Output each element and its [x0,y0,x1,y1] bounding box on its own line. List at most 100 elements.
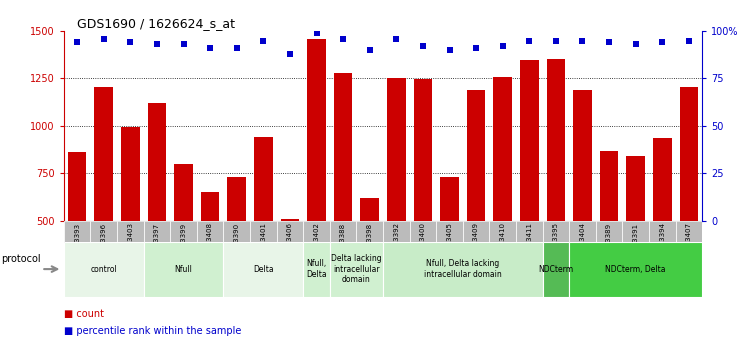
Point [231,46,243,51]
Text: GSM53400: GSM53400 [420,223,426,260]
Bar [547,59,566,221]
Text: GSM53411: GSM53411 [526,223,532,260]
Bar [90,221,117,242]
Point [310,30,322,36]
Point [391,36,403,41]
Point [177,41,189,47]
Point [337,36,349,41]
Bar [254,137,273,221]
Bar [543,241,569,297]
Text: GSM53410: GSM53410 [499,223,505,260]
Point [125,40,137,45]
Point [284,51,296,57]
Point [71,40,83,45]
Text: Nfull: Nfull [174,265,192,274]
Bar [543,221,569,242]
Bar [493,77,512,221]
Text: GSM53391: GSM53391 [632,223,638,260]
Bar [387,79,406,221]
Bar [623,221,649,242]
Point [603,40,615,45]
Bar [463,221,490,242]
Bar [330,241,383,297]
Text: GDS1690 / 1626624_s_at: GDS1690 / 1626624_s_at [77,17,234,30]
Bar [520,60,538,221]
Text: ■ percentile rank within the sample: ■ percentile rank within the sample [64,326,241,336]
Text: GSM53388: GSM53388 [340,223,346,260]
Text: GSM53398: GSM53398 [366,223,372,260]
Text: GSM53403: GSM53403 [128,223,134,260]
Text: GSM53393: GSM53393 [74,223,80,260]
Point [656,40,668,45]
Text: NDCterm: NDCterm [538,265,574,274]
Point [363,47,376,53]
Bar [490,221,516,242]
Bar [649,221,676,242]
Bar [360,198,379,221]
Bar [573,90,592,221]
Point [629,41,641,47]
Bar [143,221,170,242]
Bar [303,221,330,242]
Bar [600,151,618,221]
Text: Delta lacking
intracellular
domain: Delta lacking intracellular domain [331,254,382,284]
Text: GSM53401: GSM53401 [261,223,267,260]
Bar [201,193,219,221]
Bar [357,221,383,242]
Point [550,38,562,43]
Bar [440,177,459,221]
Text: GSM53404: GSM53404 [580,223,586,260]
Text: GSM53394: GSM53394 [659,223,665,260]
Bar [68,152,86,221]
Point [444,47,456,53]
Text: GSM53402: GSM53402 [313,223,319,260]
Bar [250,221,276,242]
Bar [516,221,543,242]
Bar [680,87,698,221]
Text: GSM53392: GSM53392 [394,223,400,260]
Text: Nfull, Delta lacking
intracellular domain: Nfull, Delta lacking intracellular domai… [424,259,502,279]
Bar [409,221,436,242]
Text: GSM53389: GSM53389 [606,223,612,260]
Bar [436,221,463,242]
Bar [569,241,702,297]
Bar [197,221,224,242]
Bar [64,221,90,242]
Text: NDCterm, Delta: NDCterm, Delta [605,265,666,274]
Bar [307,39,326,221]
Bar [383,241,542,297]
Text: GSM53405: GSM53405 [447,223,453,260]
Text: Delta: Delta [253,265,273,274]
Text: control: control [90,265,117,274]
Text: GSM53406: GSM53406 [287,223,293,260]
Point [151,41,163,47]
Bar [626,156,645,221]
Text: Nfull,
Delta: Nfull, Delta [306,259,327,279]
Text: GSM53407: GSM53407 [686,223,692,260]
Bar [228,177,246,221]
Bar [148,103,166,221]
Bar [333,73,352,221]
Point [523,38,535,43]
Bar [64,241,143,297]
Bar [653,138,671,221]
Point [258,38,270,43]
Bar [117,221,143,242]
Text: GSM53409: GSM53409 [473,223,479,260]
Bar [414,79,433,221]
Bar [676,221,702,242]
Bar [596,221,623,242]
Bar [224,241,303,297]
Bar [224,221,250,242]
Point [417,43,429,49]
Text: GSM53396: GSM53396 [101,223,107,260]
Bar [330,221,357,242]
Point [577,38,589,43]
Bar [121,127,140,221]
Bar [143,241,224,297]
Point [496,43,508,49]
Bar [174,164,193,221]
Text: GSM53395: GSM53395 [553,223,559,260]
Point [204,46,216,51]
Bar [569,221,596,242]
